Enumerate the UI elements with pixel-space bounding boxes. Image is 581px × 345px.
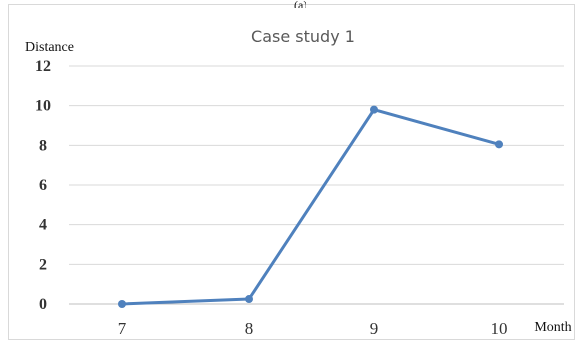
y-tick-labels: 0 2 4 6 8 10 12 — [35, 58, 51, 313]
x-tick-labels: 7 8 9 10 — [118, 319, 508, 338]
y-tick-label: 6 — [39, 177, 47, 194]
y-tick-label: 4 — [39, 217, 47, 234]
data-series — [118, 105, 503, 308]
y-tick-label: 2 — [39, 256, 47, 273]
data-point — [495, 140, 503, 149]
series-line — [120, 108, 501, 306]
data-point — [245, 295, 253, 304]
gridlines — [69, 65, 564, 265]
chart-title: Case study 1 — [251, 27, 355, 46]
y-axis-label: Distance — [25, 40, 74, 55]
x-tick-label: 9 — [370, 319, 379, 338]
figure-caption-mark: (a) — [294, 0, 306, 8]
x-tick-label: 10 — [491, 319, 508, 338]
data-point — [370, 105, 378, 114]
x-axis-label: Month — [534, 320, 571, 335]
chart-frame: (a) Case study 1 Distance Month 0 2 4 6 8 10 1… — [8, 0, 575, 340]
x-tick-label: 8 — [245, 319, 254, 338]
line-chart: Case study 1 Distance Month 0 2 4 6 8 10 12 7 8… — [25, 27, 572, 338]
y-tick-label: 10 — [35, 98, 51, 115]
y-tick-label: 12 — [35, 58, 51, 75]
data-point — [118, 300, 126, 308]
x-tick-label: 7 — [118, 319, 127, 338]
y-tick-label: 0 — [39, 296, 47, 313]
y-tick-label: 8 — [39, 137, 47, 154]
